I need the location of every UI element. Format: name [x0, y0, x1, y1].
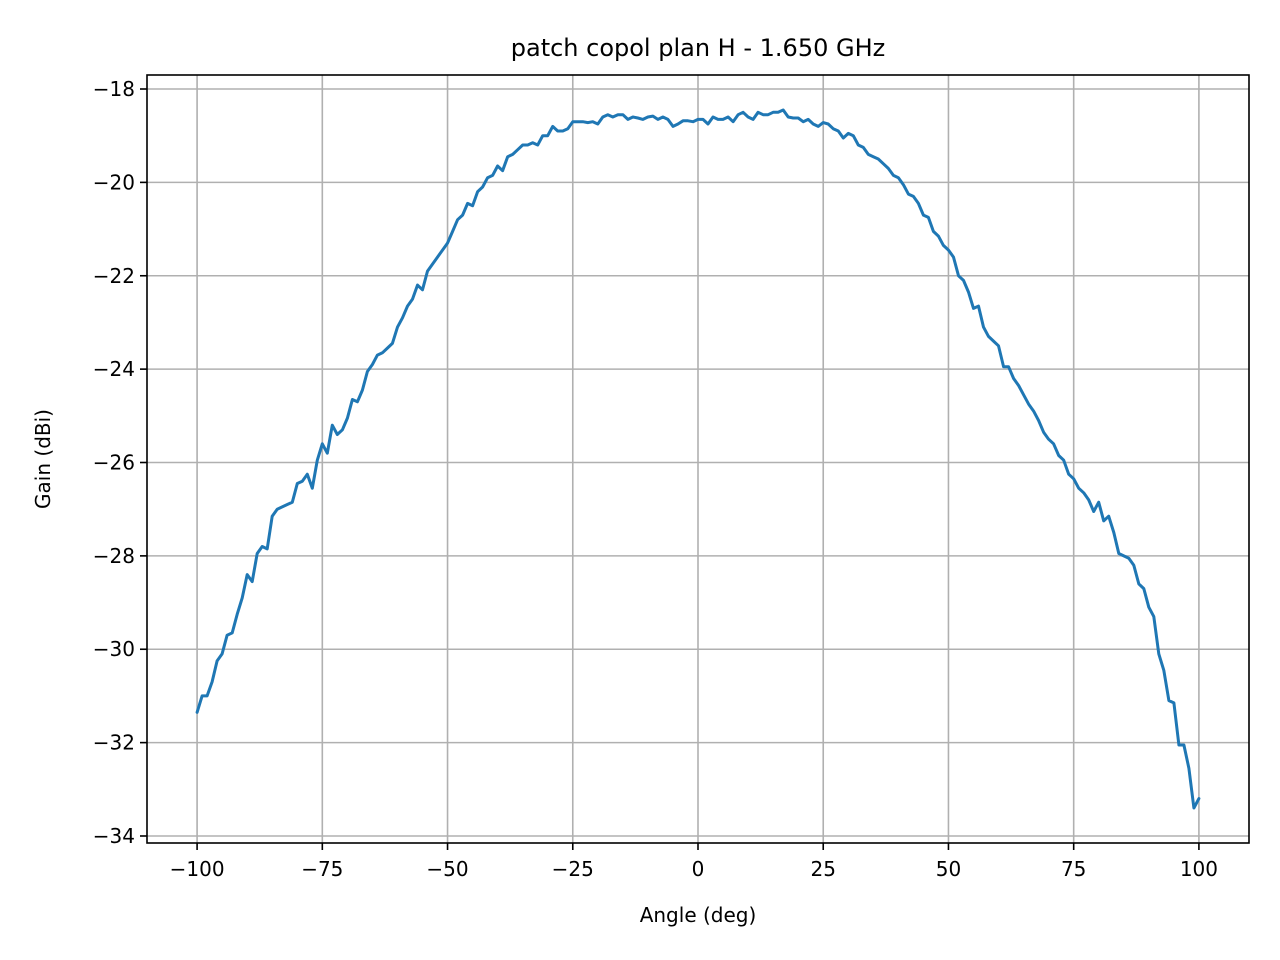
x-tick-label: −75: [301, 857, 343, 881]
series-group: [195, 108, 1201, 810]
y-tick-label: −22: [93, 264, 135, 288]
y-tick-label: −32: [93, 731, 135, 755]
y-tick-label: −24: [93, 357, 135, 381]
x-tick-label: 50: [936, 857, 961, 881]
y-tick-label: −18: [93, 77, 135, 101]
x-axis-label: Angle (deg): [640, 903, 757, 927]
y-tick-label: −28: [93, 544, 135, 568]
x-tick-label: 100: [1180, 857, 1218, 881]
y-tick-label: −26: [93, 451, 135, 475]
y-tick-label: −30: [93, 637, 135, 661]
y-axis-ticks: −34 −32 −30 −28 −26 −24 −22 −20 −18: [93, 77, 147, 848]
x-tick-label: −50: [426, 857, 468, 881]
x-axis-ticks: −100 −75 −50 −25 0 25 50 75 100: [170, 843, 1218, 881]
x-tick-label: −25: [552, 857, 594, 881]
y-tick-label: −34: [93, 824, 135, 848]
chart-title: patch copol plan H - 1.650 GHz: [511, 34, 885, 62]
y-axis-label: Gain (dBi): [31, 409, 55, 509]
x-tick-label: 25: [811, 857, 836, 881]
x-tick-label: −100: [170, 857, 225, 881]
series-line: [195, 108, 1201, 810]
y-tick-label: −20: [93, 170, 135, 194]
x-tick-label: 0: [692, 857, 705, 881]
x-tick-label: 75: [1061, 857, 1086, 881]
